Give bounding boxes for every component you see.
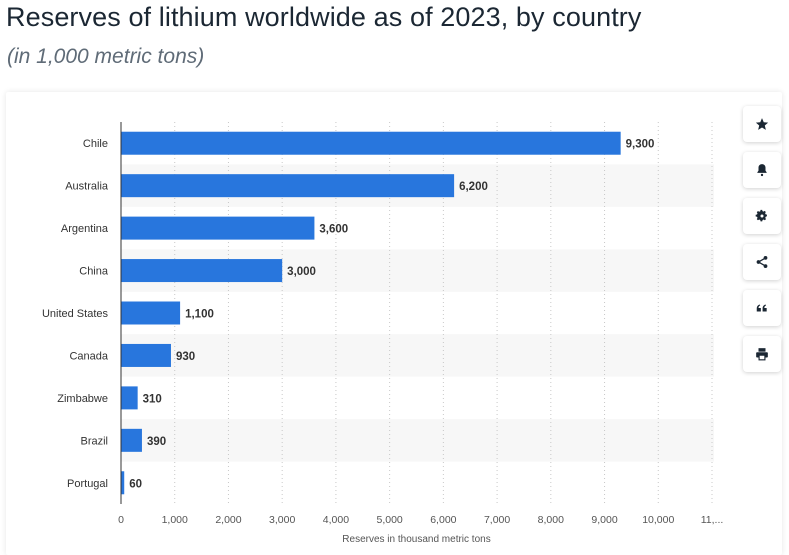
value-label: 3,000 [287, 266, 316, 278]
value-label: 1,100 [185, 309, 214, 321]
value-label: 390 [147, 436, 166, 448]
bar-zimbabwe [121, 386, 138, 410]
share-icon [756, 256, 768, 268]
category-label: Brazil [80, 435, 108, 447]
category-label: Australia [65, 181, 109, 193]
x-tick-label: 3,000 [269, 514, 295, 526]
chart-title: Reserves of lithium worldwide as of 2023… [6, 2, 642, 32]
category-label: Chile [83, 138, 108, 150]
category-label: China [79, 266, 109, 278]
bell-icon [757, 164, 767, 177]
bar-argentina [121, 216, 315, 240]
value-label: 9,300 [626, 139, 655, 151]
x-tick-label: 9,000 [591, 514, 617, 526]
category-label: Argentina [61, 223, 109, 235]
bar-portugal [121, 471, 125, 495]
settings-button[interactable] [743, 198, 781, 234]
bar-canada [121, 343, 171, 367]
x-tick-label: 8,000 [538, 514, 564, 526]
category-label: Portugal [67, 478, 108, 490]
x-tick-label: 5,000 [376, 514, 402, 526]
x-tick-label: 4,000 [323, 514, 349, 526]
x-axis-title: Reserves in thousand metric tons [342, 534, 490, 545]
value-label: 930 [176, 351, 195, 363]
printer-icon [756, 348, 768, 361]
bar-united-states [121, 301, 181, 325]
x-tick-label: 11,... [701, 514, 724, 526]
gear-icon [755, 209, 767, 222]
bar-chile [121, 131, 621, 155]
bar-australia [121, 174, 455, 198]
chart-subtitle: (in 1,000 metric tons) [7, 45, 205, 68]
x-tick-label: 2,000 [215, 514, 241, 526]
share-button[interactable] [743, 244, 781, 280]
notification-button[interactable] [743, 152, 781, 188]
category-label: Canada [69, 350, 108, 362]
value-label: 6,200 [459, 181, 488, 193]
row-band [121, 334, 714, 377]
star-icon [755, 118, 769, 130]
x-tick-label: 10,000 [642, 514, 674, 526]
x-tick-label: 6,000 [430, 514, 456, 526]
x-tick-label: 1,000 [162, 514, 188, 526]
quote-icon [756, 304, 767, 312]
favorite-button[interactable] [743, 106, 781, 142]
value-label: 3,600 [319, 224, 348, 236]
bar-brazil [121, 428, 142, 452]
cite-button[interactable] [743, 290, 781, 326]
value-label: 60 [129, 478, 142, 490]
category-label: Zimbabwe [57, 393, 108, 405]
category-label: United States [42, 308, 109, 320]
bar-china [121, 259, 283, 283]
x-tick-label: 7,000 [484, 514, 510, 526]
row-band [121, 419, 714, 462]
value-label: 310 [143, 393, 162, 405]
print-button[interactable] [743, 336, 781, 372]
x-tick-label: 0 [118, 514, 124, 526]
